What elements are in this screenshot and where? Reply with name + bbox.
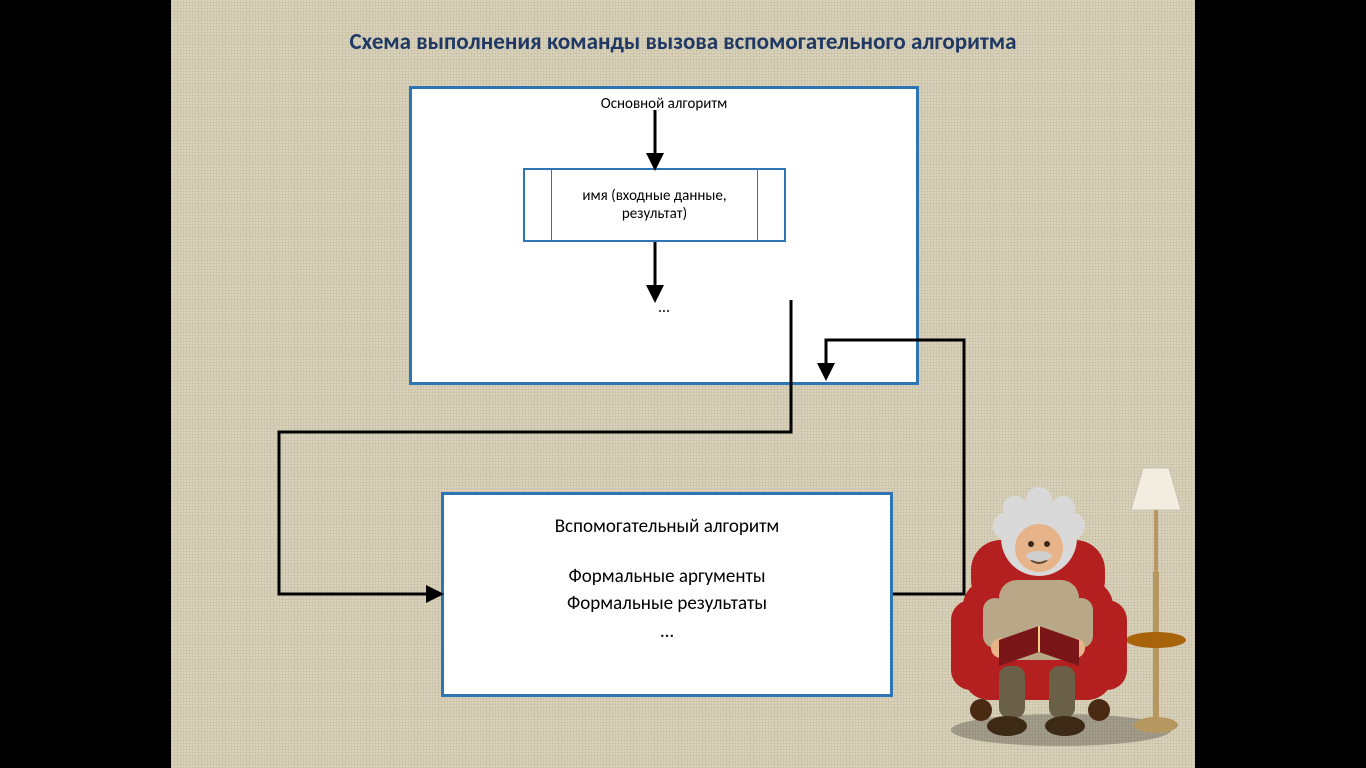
einstein-reading-icon [941, 430, 1191, 750]
aux-line2: Формальные аргументы [444, 563, 890, 591]
slide-title: Схема выполнения команды вызова вспомога… [171, 28, 1195, 56]
aux-line1: Вспомогательный алгоритм [444, 513, 890, 541]
main-algorithm-label: Основной алгоритм [412, 89, 916, 113]
call-text-line2: результат) [622, 205, 687, 223]
call-command-box: имя (входные данные, результат) [523, 168, 786, 242]
aux-line3: Формальные результаты [444, 590, 890, 618]
call-command-text: имя (входные данные, результат) [525, 187, 784, 223]
auxiliary-algorithm-box: Вспомогательный алгоритм Формальные аргу… [441, 492, 893, 697]
aux-line4: … [444, 618, 890, 646]
ellipsis-main: … [409, 298, 919, 317]
call-text-line1: имя (входные данные, [582, 187, 726, 205]
